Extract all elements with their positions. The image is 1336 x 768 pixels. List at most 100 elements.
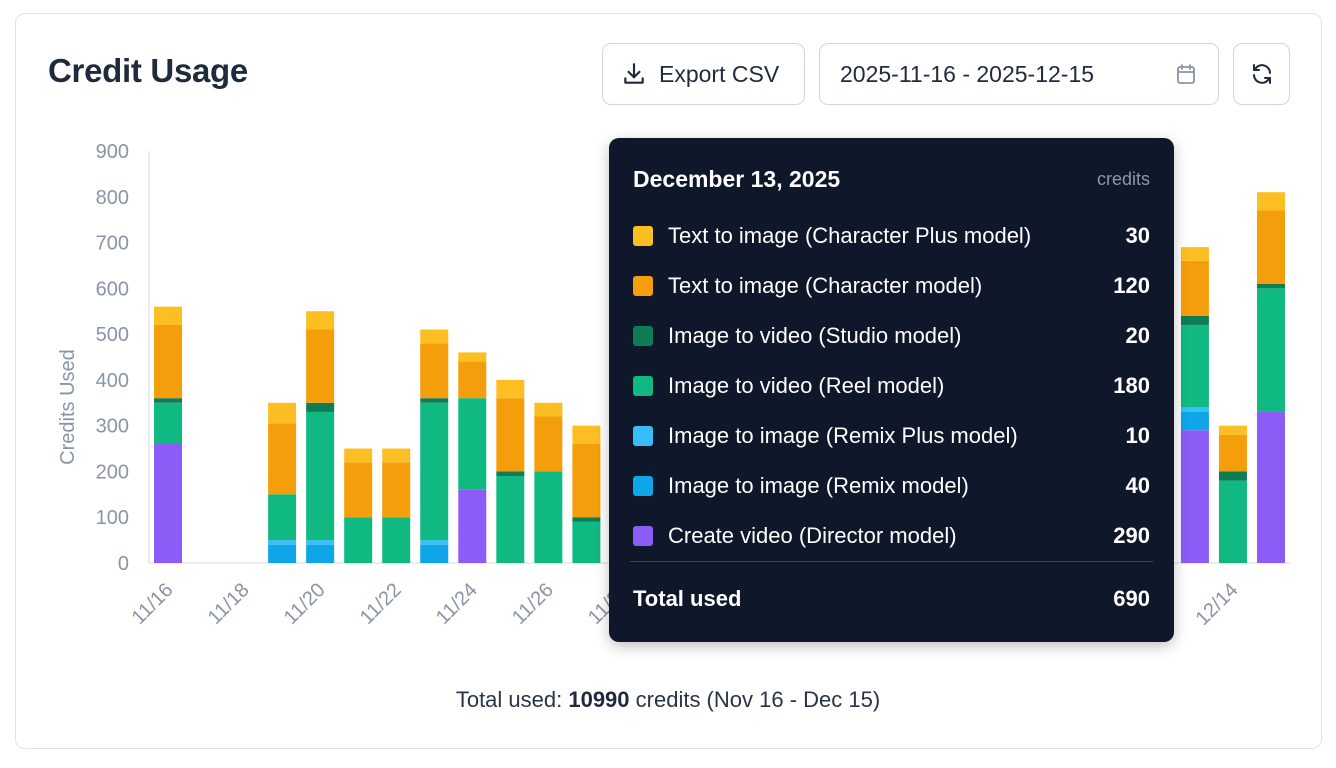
bar-segment: [420, 343, 449, 399]
bar-segment: [420, 329, 449, 344]
bar-segment: [572, 521, 601, 563]
bar-segment: [420, 398, 449, 403]
bar-segment: [154, 443, 183, 563]
bar-segment: [344, 462, 373, 518]
x-tick-label: 11/26: [508, 579, 558, 629]
bar-segment: [1256, 192, 1285, 211]
bar-segment: [1180, 411, 1209, 431]
bar-segment: [1180, 430, 1209, 563]
tooltip-legend-swatch: [633, 226, 653, 246]
total-summary-suffix: credits (Nov 16 - Dec 15): [629, 687, 881, 712]
bar-segment: [306, 411, 335, 541]
bar-segment: [420, 540, 449, 545]
tooltip-row-value: 30: [1125, 223, 1150, 248]
bar-segment: [382, 517, 411, 563]
bar-segment: [1218, 480, 1247, 563]
tooltip-row-value: 120: [1113, 273, 1150, 298]
x-tick-label: 11/22: [356, 579, 406, 629]
y-tick-label: 100: [96, 507, 129, 529]
bar-segment: [534, 416, 563, 472]
tooltip-row-value: 40: [1125, 473, 1150, 498]
tooltip-total-label: Total used: [633, 586, 742, 611]
bar-segment: [382, 462, 411, 518]
y-tick-label: 600: [96, 278, 129, 300]
tooltip-row-value: 180: [1113, 373, 1150, 398]
tooltip-row-label: Image to image (Remix Plus model): [668, 423, 1018, 448]
bar-segment: [1180, 260, 1209, 316]
refresh-icon: [1252, 64, 1271, 84]
bar-segment: [154, 306, 183, 325]
bar-segment: [1256, 210, 1285, 284]
tooltip-row-value: 20: [1125, 323, 1150, 348]
bar-segment: [1218, 434, 1247, 472]
bar-segment: [268, 402, 297, 424]
bar-segment: [496, 471, 525, 477]
tooltip-row-label: Text to image (Character Plus model): [668, 223, 1032, 248]
x-tick-label: 11/24: [432, 579, 482, 629]
tooltip-row-label: Image to image (Remix model): [668, 473, 969, 498]
bar-segment: [1180, 324, 1209, 408]
tooltip-row: Image to video (Studio model) 20: [633, 321, 1150, 351]
tooltip-divider: [630, 561, 1153, 562]
chart-tooltip: December 13, 2025 credits Text to image …: [609, 138, 1174, 642]
y-tick-label: 900: [96, 141, 129, 163]
bar-segment: [1256, 288, 1285, 412]
x-tick-label: 11/20: [280, 579, 330, 629]
x-tick-label: 11/18: [204, 579, 254, 629]
bar-segment: [534, 402, 563, 417]
bar-segment: [306, 540, 335, 545]
tooltip-unit-label: credits: [1096, 169, 1150, 189]
bar-segment: [382, 448, 411, 463]
y-tick-label: 400: [96, 370, 129, 392]
tooltip-row: Image to image (Remix Plus model) 10: [633, 421, 1150, 451]
tooltip-row: Text to image (Character Plus model) 30: [633, 221, 1150, 251]
download-icon: [624, 63, 644, 84]
bar-segment: [306, 329, 335, 403]
y-tick-label: 200: [96, 461, 129, 483]
bar-segment: [458, 352, 487, 362]
bar-segment: [1180, 407, 1209, 412]
tooltip-row: Text to image (Character model) 120: [633, 271, 1150, 301]
bar-segment: [496, 379, 525, 399]
bar-segment: [572, 517, 601, 522]
bar-segment: [458, 398, 487, 490]
tooltip-legend-swatch: [633, 376, 653, 396]
tooltip-row-label: Text to image (Character model): [668, 273, 983, 298]
bar-segment: [496, 476, 525, 563]
export-csv-label: Export CSV: [659, 60, 780, 87]
tooltip-total-value: 690: [1113, 586, 1150, 611]
y-tick-label: 800: [96, 187, 129, 209]
y-tick-label: 300: [96, 416, 129, 438]
bar-segment: [154, 402, 183, 444]
bar-segment: [306, 402, 335, 412]
bar-segment: [420, 402, 449, 541]
tooltip-row: Image to image (Remix model) 40: [633, 471, 1150, 501]
bar-segment: [458, 361, 487, 399]
tooltip-legend-swatch: [633, 426, 653, 446]
bar-segment: [154, 398, 183, 403]
x-tick-label: 11/16: [128, 579, 178, 629]
date-range-picker[interactable]: 2025-11-16 - 2025-12-15: [819, 43, 1219, 105]
bar-segment: [1256, 283, 1285, 289]
total-summary-value: 10990: [568, 687, 630, 712]
x-tick-label: 12/14: [1192, 579, 1243, 630]
tooltip-row: Image to video (Reel model) 180: [633, 371, 1150, 401]
tooltip-row-label: Image to video (Reel model): [668, 373, 945, 398]
bar-segment: [306, 311, 335, 330]
bar-segment: [534, 471, 563, 563]
bar-segment: [1218, 425, 1247, 435]
y-tick-label: 0: [118, 553, 129, 575]
tooltip-legend-swatch: [633, 326, 653, 346]
tooltip-row: Create video (Director model) 290: [633, 521, 1150, 551]
bar-segment: [268, 423, 297, 495]
export-csv-button[interactable]: Export CSV: [602, 43, 805, 105]
tooltip-legend-swatch: [633, 276, 653, 296]
bar-segment: [496, 398, 525, 472]
bar-segment: [268, 494, 297, 541]
calendar-icon: [1177, 64, 1195, 84]
y-axis-label: Credits Used: [57, 349, 79, 465]
bar-segment: [154, 324, 183, 399]
bar-segment: [458, 489, 487, 563]
refresh-button[interactable]: [1233, 43, 1290, 105]
tooltip-row-value: 10: [1125, 423, 1150, 448]
